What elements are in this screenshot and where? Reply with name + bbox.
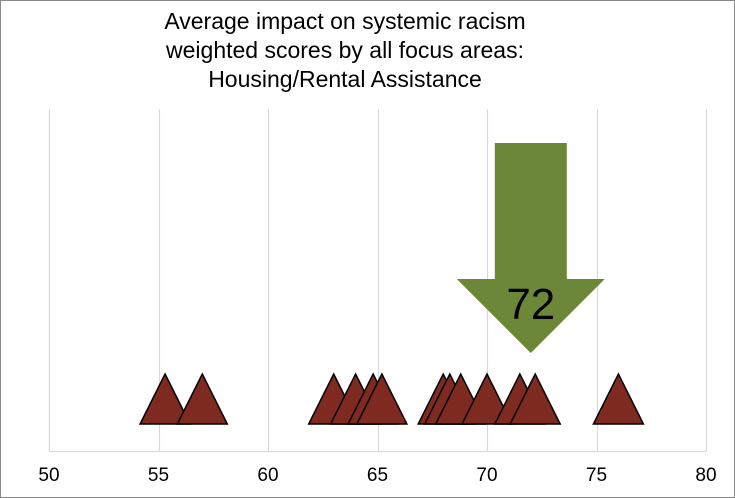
- chart-title: Average impact on systemic racism weight…: [1, 7, 689, 94]
- x-tick-label-60: 60: [257, 465, 278, 486]
- data-points: [138, 372, 645, 425]
- chart-title-line-1: Average impact on systemic racism: [164, 8, 526, 34]
- chart-title-line-2: weighted scores by all focus areas:: [166, 37, 524, 63]
- x-axis: 50 55 60 65 70 75 80: [38, 450, 717, 486]
- data-point-13: [592, 372, 645, 425]
- x-tick-label-65: 65: [367, 465, 388, 486]
- data-point-2: [176, 372, 229, 425]
- data-point-1: [138, 372, 192, 425]
- x-tick-label-70: 70: [476, 465, 497, 486]
- average-arrow-group: 72: [456, 143, 605, 353]
- data-point-12: [508, 372, 562, 425]
- average-value-label: 72: [506, 280, 555, 329]
- average-arrow-icon: [456, 143, 605, 353]
- chart-title-line-3: Housing/Rental Assistance: [208, 66, 482, 92]
- x-tick-label-80: 80: [695, 465, 716, 486]
- x-tick-label-50: 50: [38, 465, 59, 486]
- data-point-6: [355, 372, 409, 425]
- data-point-10: [460, 372, 514, 425]
- x-tick-label-55: 55: [148, 465, 169, 486]
- x-tick-label-75: 75: [586, 465, 607, 486]
